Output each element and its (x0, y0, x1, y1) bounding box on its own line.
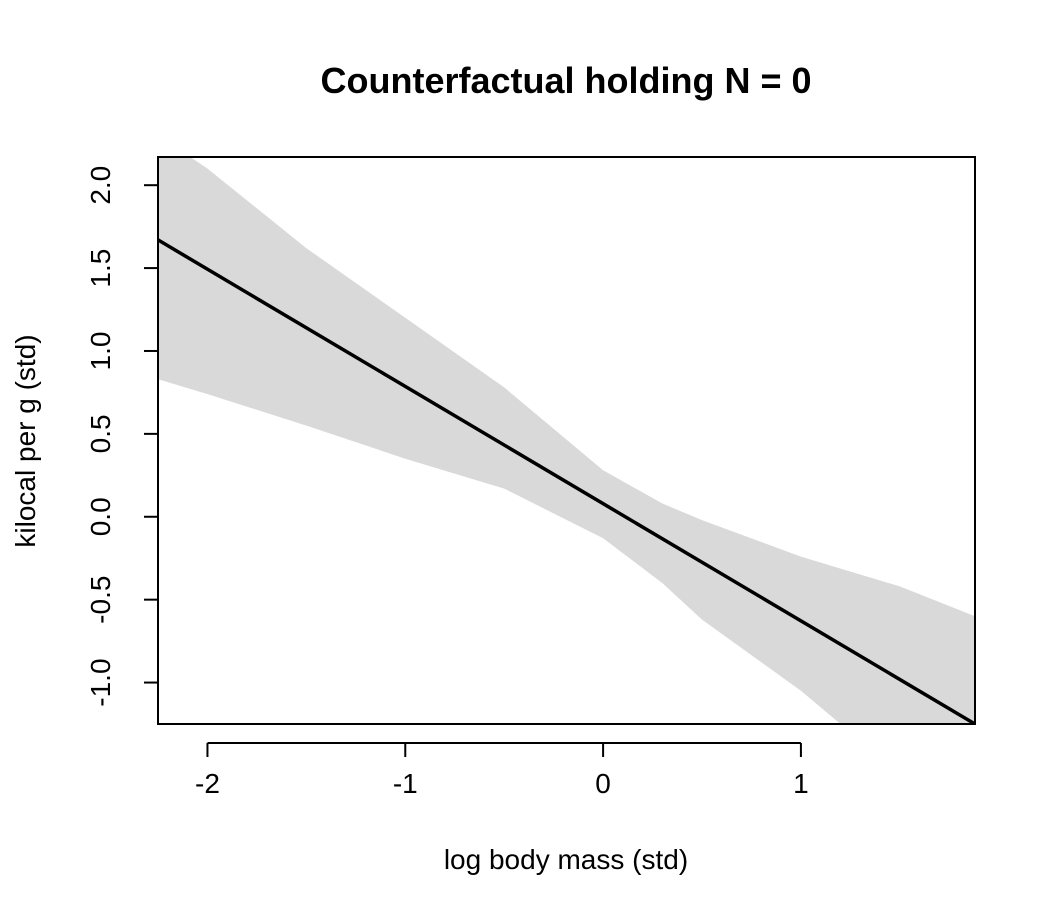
x-tick-label: 1 (793, 768, 809, 799)
x-axis-label: log body mass (std) (444, 844, 688, 875)
interval-band (158, 157, 975, 724)
mean-line (158, 238, 975, 724)
x-tick-label: 0 (595, 768, 611, 799)
chart-title: Counterfactual holding N = 0 (320, 60, 811, 101)
x-tick-label: -2 (195, 768, 220, 799)
y-axis: -1.0 -0.5 0.0 0.5 1.0 1.5 2.0 (85, 166, 159, 707)
x-tick-label: -1 (393, 768, 418, 799)
y-tick-label: 1.5 (85, 249, 116, 288)
y-tick-label: 1.0 (85, 332, 116, 371)
y-tick-label: 0.5 (85, 414, 116, 453)
y-tick-label: 2.0 (85, 166, 116, 205)
x-axis: -2 -1 0 1 (195, 742, 809, 799)
y-tick-label: 0.0 (85, 497, 116, 536)
y-tick-label: -0.5 (85, 576, 116, 624)
y-axis-label: kilocal per g (std) (10, 334, 41, 547)
y-tick-label: -1.0 (85, 658, 116, 706)
